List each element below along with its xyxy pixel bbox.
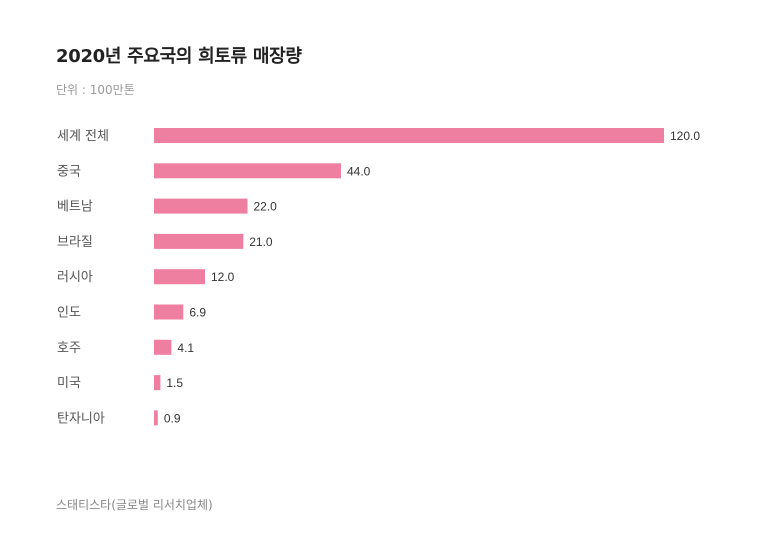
value-label: 12.0 [211, 270, 235, 284]
category-label: 탄자니아 [57, 411, 105, 426]
bar [154, 410, 158, 426]
value-label: 21.0 [249, 235, 273, 249]
bar [154, 269, 205, 285]
bar-chart: 세계 전체 120.0 중국 44.0 베트남 22.0 브라질 21.0 러시아 12.0 인도 6… [57, 128, 700, 426]
chart-title: 2020년 주요국의 희토류 매장량 [56, 46, 302, 67]
value-label: 120.0 [670, 129, 700, 143]
value-label: 0.9 [164, 411, 181, 425]
value-label: 1.5 [166, 376, 183, 390]
value-label: 44.0 [347, 164, 371, 178]
category-label: 세계 전체 [57, 129, 109, 144]
category-label: 브라질 [57, 235, 93, 250]
value-label: 4.1 [177, 341, 194, 355]
chart-unit-label: 단위 : 100만톤 [56, 83, 135, 97]
source-note: 스태티스타(글로벌 리서치업체) [56, 498, 213, 512]
bar [154, 233, 244, 249]
category-label: 베트남 [57, 200, 93, 215]
bar [154, 375, 161, 391]
category-label: 인도 [57, 306, 81, 321]
category-label: 러시아 [57, 270, 93, 285]
category-label: 중국 [57, 164, 81, 179]
bar [154, 163, 341, 179]
bar [154, 339, 172, 355]
bar [154, 128, 664, 143]
bar [154, 198, 248, 214]
category-label: 호주 [57, 341, 81, 356]
value-label: 22.0 [254, 200, 278, 214]
value-label: 6.9 [189, 306, 206, 320]
category-label: 미국 [57, 376, 81, 391]
bar [154, 304, 184, 320]
